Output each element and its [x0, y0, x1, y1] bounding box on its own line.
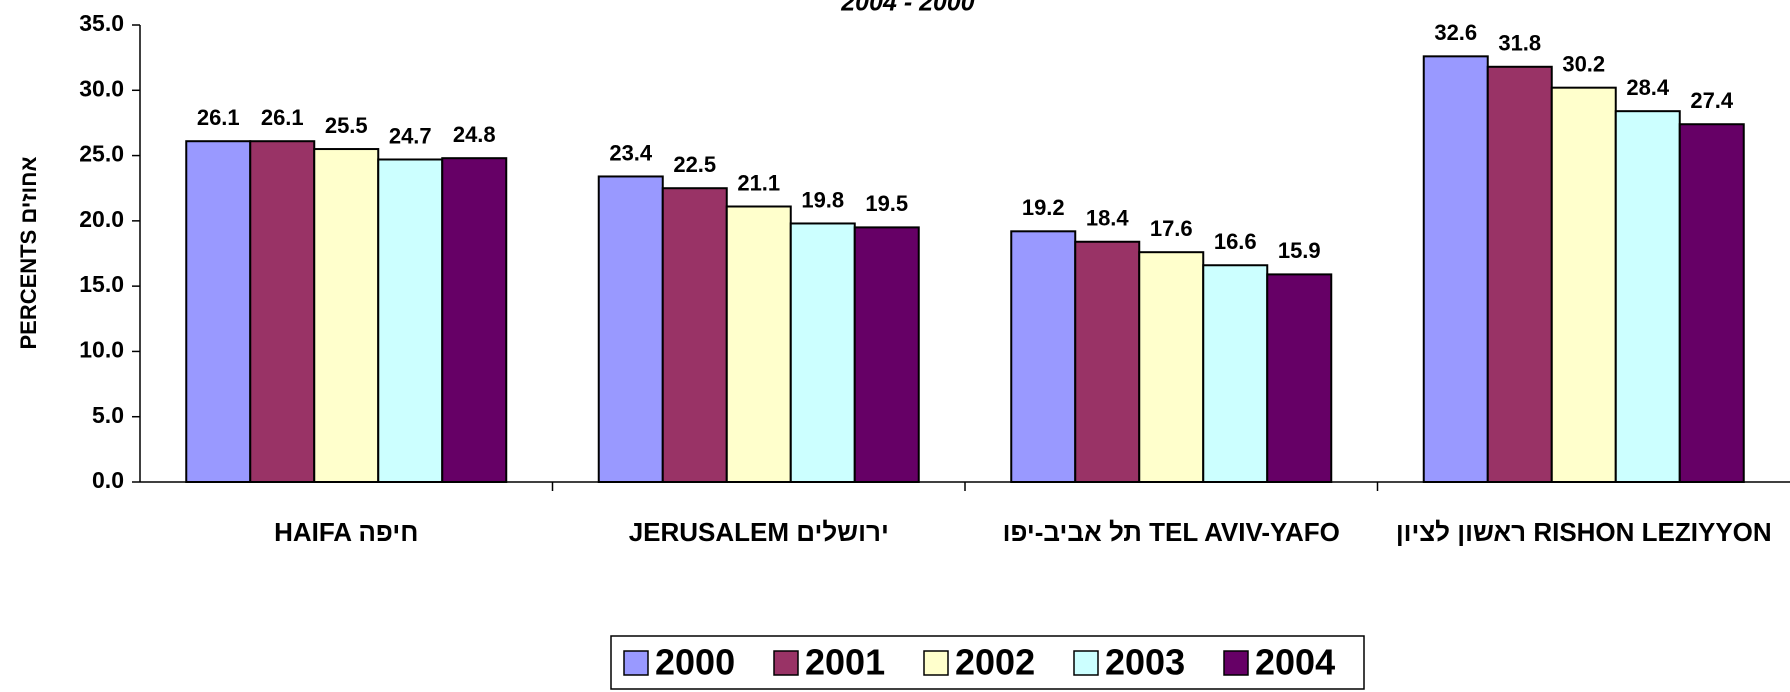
legend-swatch [1223, 650, 1249, 676]
legend-label: 2001 [805, 642, 885, 683]
x-tick-label: ראשון לציון RISHON LEZIYYON [1395, 517, 1772, 547]
data-label: 32.6 [1434, 20, 1477, 45]
legend-swatch [923, 650, 949, 676]
data-label: 19.8 [801, 187, 844, 212]
x-tick-label: HAIFA חיפה [274, 517, 419, 547]
y-tick-label: 5.0 [92, 402, 124, 428]
bar [441, 157, 508, 483]
data-label: 19.5 [865, 191, 908, 216]
data-label: 26.1 [197, 105, 240, 130]
data-label: 17.6 [1150, 216, 1193, 241]
bar [1010, 230, 1077, 483]
data-label: 26.1 [261, 105, 304, 130]
bar [249, 140, 316, 484]
bar [1138, 251, 1205, 483]
y-tick-label: 30.0 [79, 75, 124, 101]
legend-swatch [1073, 650, 1099, 676]
bar [185, 140, 252, 484]
y-tick-label: 0.0 [92, 467, 124, 493]
data-label: 27.4 [1690, 88, 1734, 113]
y-tick-label: 15.0 [79, 271, 124, 297]
legend-label: 2002 [955, 642, 1035, 683]
data-label: 25.5 [325, 113, 368, 138]
data-label: 23.4 [609, 140, 653, 165]
bar [377, 158, 444, 483]
bar [661, 187, 728, 483]
data-label: 16.6 [1214, 229, 1257, 254]
data-label: 30.2 [1562, 51, 1605, 76]
legend-label: 2003 [1105, 642, 1185, 683]
y-tick-label: 20.0 [79, 206, 124, 232]
legend-swatch [623, 650, 649, 676]
bar [1614, 110, 1681, 483]
legend-label: 2000 [655, 642, 735, 683]
legend-swatch [773, 650, 799, 676]
data-label: 24.8 [453, 122, 496, 147]
data-label: 15.9 [1278, 238, 1321, 263]
data-label: 28.4 [1626, 75, 1670, 100]
y-tick-label: 25.0 [79, 141, 124, 167]
data-label: 19.2 [1022, 195, 1065, 220]
bar [1486, 65, 1553, 483]
bar [1422, 55, 1489, 484]
bar [1266, 273, 1333, 483]
bar [1202, 264, 1269, 483]
y-tick-label: 35.0 [79, 10, 124, 36]
x-tick-label: JERUSALEM ירושלים [628, 517, 889, 547]
bar [789, 222, 856, 483]
bar [597, 175, 664, 483]
data-label: 22.5 [673, 152, 716, 177]
bar [725, 205, 792, 483]
bar [313, 148, 380, 484]
legend-label: 2004 [1255, 642, 1335, 683]
y-axis-label: PERCENTS אחוזים [16, 156, 41, 349]
y-tick-label: 10.0 [79, 337, 124, 363]
data-label: 31.8 [1498, 31, 1541, 56]
bar [1678, 123, 1745, 483]
x-tick-label: תל אביב-יפו TEL AVIV-YAFO [1002, 517, 1340, 547]
data-label: 24.7 [389, 123, 432, 148]
data-label: 21.1 [737, 170, 780, 195]
data-label: 18.4 [1086, 206, 1130, 231]
bar [1550, 86, 1617, 483]
chart-title: 2004 - 2000 [840, 0, 975, 17]
bar [853, 226, 920, 483]
bar [1074, 240, 1141, 483]
